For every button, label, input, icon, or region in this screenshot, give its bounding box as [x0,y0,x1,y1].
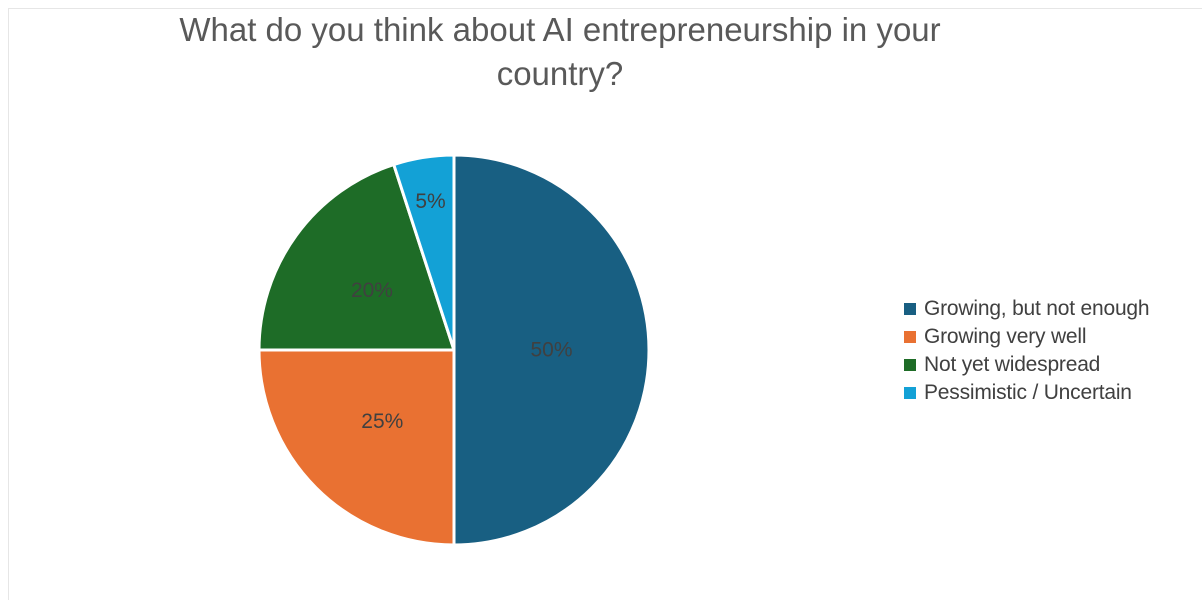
chart-legend: Growing, but not enough Growing very well… [904,295,1150,407]
chart-title: What do you think about AI entrepreneurs… [179,11,941,92]
legend-label: Growing, but not enough [924,297,1150,320]
data-label-pessimistic-uncertain: 5% [415,190,445,213]
legend-label: Growing very well [924,325,1087,348]
legend-label: Pessimistic / Uncertain [924,381,1132,404]
legend-swatch [904,359,916,371]
legend-label: Not yet widespread [924,353,1101,376]
legend-item-growing-but-not-enough: Growing, but not enough [904,295,1150,323]
legend-swatch [904,387,916,399]
legend-swatch [904,303,916,315]
pie-slice-growing-very-well [257,348,456,547]
legend-swatch [904,331,916,343]
pie-slice-not-yet-widespread [257,163,456,352]
data-label-growing-but-not-enough: 50% [530,339,572,362]
legend-item-not-yet-widespread: Not yet widespread [904,351,1149,379]
legend-item-pessimistic-uncertain: Pessimistic / Uncertain [904,379,1149,407]
legend-item-growing-very-well: Growing very well [904,323,1149,351]
pie-slice-growing-but-not-enough [452,153,651,547]
pie-data-labels: 50% 25% 20% 5% [351,190,573,433]
data-label-growing-very-well: 25% [361,410,403,433]
data-label-not-yet-widespread: 20% [351,279,393,302]
pie-slices [257,153,651,547]
pie-slice-pessimistic-uncertain [392,153,456,352]
